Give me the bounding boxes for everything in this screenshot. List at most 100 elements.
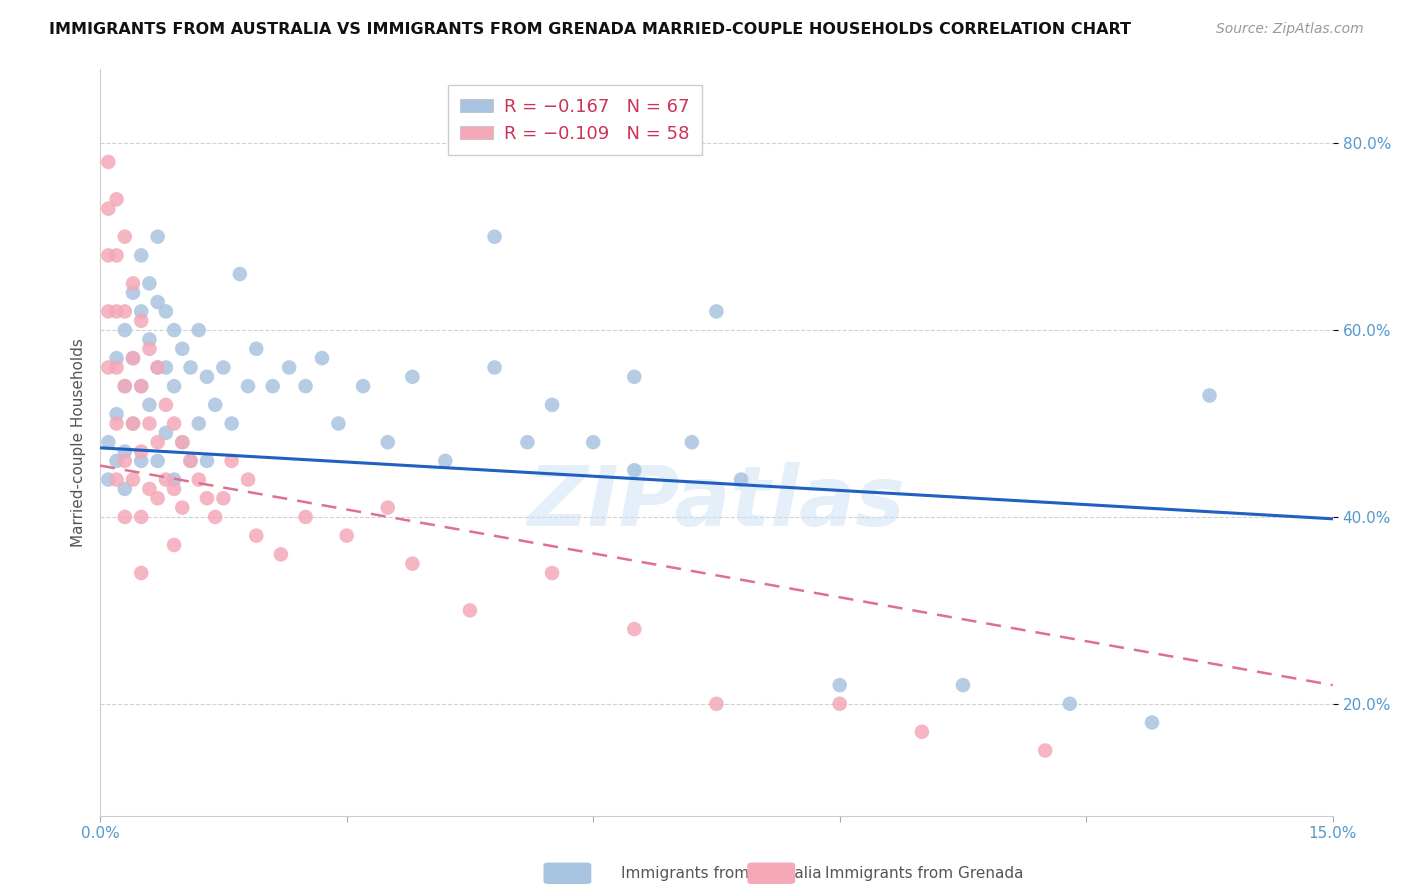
Point [129,314,152,328]
Point [155,304,177,318]
Point [97,473,120,487]
Point [582,435,605,450]
Point [129,444,152,458]
Point [105,360,128,375]
Point [204,510,226,524]
Point [163,323,186,337]
Point [401,369,423,384]
Point [138,342,160,356]
Point [129,379,152,393]
Text: ZIPatlas: ZIPatlas [527,461,905,542]
Point [146,491,169,506]
Point [97,304,120,318]
Point [129,566,152,580]
Point [204,398,226,412]
Point [245,342,267,356]
Point [97,155,120,169]
Point [155,360,177,375]
Point [105,473,128,487]
Point [706,304,728,318]
Point [195,369,218,384]
Point [138,398,160,412]
Point [105,192,128,206]
Point [155,425,177,440]
Point [484,360,506,375]
Point [212,360,235,375]
Point [623,622,645,636]
Point [352,379,374,393]
Point [180,454,202,468]
Point [122,473,145,487]
Point [146,435,169,450]
Point [328,417,350,431]
Point [1033,743,1056,757]
Point [262,379,284,393]
Point [952,678,974,692]
Point [129,510,152,524]
Point [129,454,152,468]
Point [129,304,152,318]
Point [730,473,752,487]
Point [138,277,160,291]
Point [172,500,194,515]
Point [294,379,316,393]
Point [311,351,333,365]
Point [114,229,136,244]
Point [155,398,177,412]
Point [163,538,186,552]
Point [163,482,186,496]
Point [97,435,120,450]
Point [516,435,538,450]
Point [105,304,128,318]
Point [212,491,235,506]
Point [172,342,194,356]
Point [122,417,145,431]
Text: Immigrants from Grenada: Immigrants from Grenada [825,866,1024,880]
Text: Source: ZipAtlas.com: Source: ZipAtlas.com [1216,22,1364,37]
Point [97,202,120,216]
Point [155,473,177,487]
Point [221,417,243,431]
Text: Immigrants from Australia: Immigrants from Australia [621,866,821,880]
Point [1198,388,1220,402]
Point [1140,715,1163,730]
Point [195,454,218,468]
Point [105,454,128,468]
Point [229,267,252,281]
Point [114,482,136,496]
Point [122,285,145,300]
Point [484,229,506,244]
Point [114,304,136,318]
Point [828,678,851,692]
Text: IMMIGRANTS FROM AUSTRALIA VS IMMIGRANTS FROM GRENADA MARRIED-COUPLE HOUSEHOLDS C: IMMIGRANTS FROM AUSTRALIA VS IMMIGRANTS … [49,22,1132,37]
Point [138,333,160,347]
Point [114,454,136,468]
Point [458,603,481,617]
Point [122,351,145,365]
Point [138,482,160,496]
Point [681,435,703,450]
Point [129,248,152,262]
Point [623,369,645,384]
Point [122,417,145,431]
Point [122,277,145,291]
Point [434,454,457,468]
Point [105,248,128,262]
Point [97,248,120,262]
Point [122,351,145,365]
Point [172,435,194,450]
Point [146,360,169,375]
Point [187,417,209,431]
Point [172,435,194,450]
Point [236,379,259,393]
Point [187,473,209,487]
Point [541,566,564,580]
Point [146,454,169,468]
Point [97,360,120,375]
Point [828,697,851,711]
Point [114,444,136,458]
Y-axis label: Married-couple Households: Married-couple Households [72,338,86,547]
Point [180,454,202,468]
Point [105,407,128,421]
Point [278,360,301,375]
